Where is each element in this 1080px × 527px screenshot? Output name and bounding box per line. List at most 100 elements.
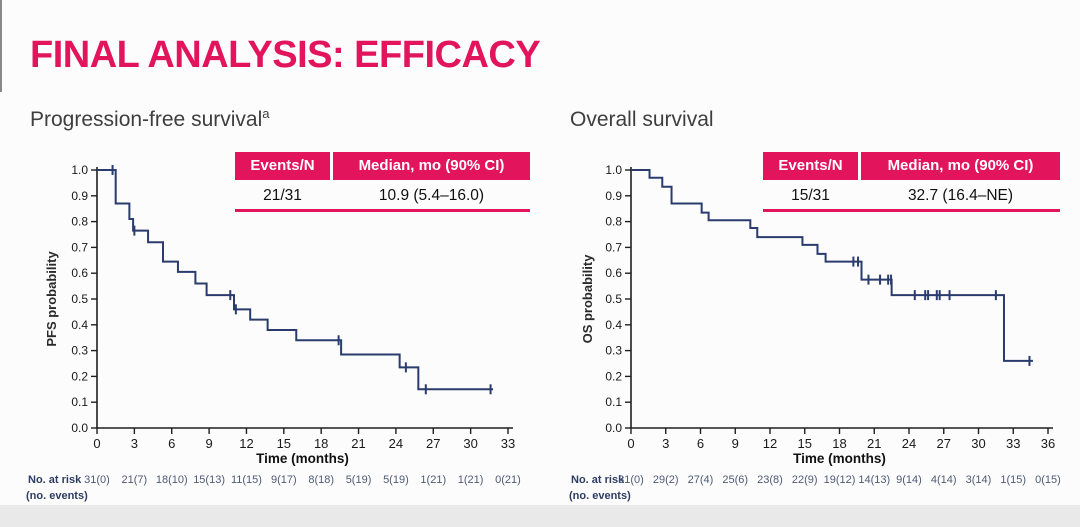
bottom-strip — [0, 505, 1080, 527]
x-axis-title: Time (months) — [256, 451, 349, 466]
x-tick-label: 3 — [662, 436, 669, 451]
y-tick-label: 0.9 — [71, 189, 88, 203]
x-tick-label: 6 — [168, 436, 175, 451]
chart-subtitle-os: Overall survival — [570, 106, 714, 132]
risk-value: 4(14) — [931, 474, 957, 486]
risk-value: 0(21) — [495, 474, 521, 486]
y-tick-label: 0.6 — [605, 266, 622, 280]
risk-value: 31(0) — [84, 474, 110, 486]
y-axis-title: PFS probability — [44, 251, 59, 347]
screen-edge-artifact — [0, 0, 2, 92]
x-tick-label: 15 — [798, 436, 812, 451]
risk-value: 19(12) — [824, 474, 856, 486]
y-tick-label: 0.2 — [605, 369, 622, 383]
y-tick-label: 0.4 — [605, 318, 622, 332]
x-tick-label: 21 — [351, 436, 365, 451]
risk-value: 9(17) — [271, 474, 297, 486]
risk-value: 31(0) — [618, 474, 644, 486]
x-tick-label: 33 — [501, 436, 515, 451]
y-tick-label: 0.5 — [605, 292, 622, 306]
x-tick-label: 9 — [732, 436, 739, 451]
y-tick-label: 0.0 — [605, 421, 622, 435]
risk-value: 8(18) — [308, 474, 334, 486]
x-tick-label: 6 — [697, 436, 704, 451]
x-tick-label: 15 — [277, 436, 291, 451]
risk-value: 5(19) — [346, 474, 372, 486]
pfs-median-header: Median, mo (90% CI) — [333, 152, 530, 180]
x-axis-title: Time (months) — [793, 451, 886, 466]
footnote-marker-a: a — [262, 106, 270, 121]
os-events-n-value: 15/31 — [791, 187, 830, 204]
y-tick-label: 0.1 — [71, 395, 88, 409]
pfs-summary-table: Events/N Median, mo (90% CI) 21/31 10.9 … — [235, 152, 530, 212]
risk-value: 18(10) — [156, 474, 188, 486]
y-tick-label: 0.9 — [605, 189, 622, 203]
y-tick-label: 1.0 — [71, 163, 88, 177]
risk-value: 1(21) — [420, 474, 446, 486]
risk-value: 25(6) — [722, 474, 748, 486]
x-tick-label: 27 — [937, 436, 951, 451]
risk-value: 9(14) — [896, 474, 922, 486]
pfs-km-chart: 0.0 0.1 0.2 0.3 0.4 0.5 0.6 0.7 0.8 0.9 1.0 0 3 6 9 12 1… — [26, 163, 521, 502]
x-tick-label: 0 — [627, 436, 634, 451]
x-tick-label: 18 — [314, 436, 328, 451]
y-tick-label: 0.7 — [71, 240, 88, 254]
os-events-n-header: Events/N — [763, 152, 858, 180]
pfs-events-n-header: Events/N — [235, 152, 330, 180]
os-median-value: 32.7 (16.4–NE) — [907, 187, 1014, 204]
pfs-events-n-value: 21/31 — [263, 187, 302, 204]
x-tick-label: 0 — [93, 436, 100, 451]
y-tick-label: 0.2 — [71, 369, 88, 383]
risk-value: 23(8) — [757, 474, 783, 486]
x-tick-label: 9 — [205, 436, 212, 451]
risk-row-label: No. at risk — [28, 474, 82, 486]
os-median-header: Median, mo (90% CI) — [861, 152, 1060, 180]
x-tick-label: 24 — [389, 436, 403, 451]
x-tick-label: 30 — [971, 436, 985, 451]
risk-value: 14(13) — [858, 474, 890, 486]
x-tick-label: 33 — [1006, 436, 1020, 451]
x-tick-label: 30 — [463, 436, 477, 451]
risk-row-sublabel: (no. events) — [569, 490, 631, 502]
risk-value: 27(4) — [688, 474, 714, 486]
x-tick-label: 18 — [832, 436, 846, 451]
y-tick-label: 0.6 — [71, 266, 88, 280]
x-tick-label: 27 — [426, 436, 440, 451]
x-tick-label: 24 — [902, 436, 916, 451]
y-tick-label: 0.4 — [71, 318, 88, 332]
y-tick-label: 0.1 — [605, 395, 622, 409]
x-tick-label: 12 — [763, 436, 777, 451]
risk-value: 22(9) — [792, 474, 818, 486]
y-tick-label: 0.5 — [71, 292, 88, 306]
y-tick-label: 0.3 — [605, 344, 622, 358]
page-title: FINAL ANALYSIS: EFFICACY — [30, 34, 541, 76]
x-tick-label: 21 — [867, 436, 881, 451]
y-tick-label: 0.7 — [605, 240, 622, 254]
y-tick-label: 0.8 — [71, 215, 88, 229]
chart-subtitle-pfs-text: Progression-free survival — [30, 108, 263, 131]
y-tick-label: 0.8 — [605, 215, 622, 229]
risk-value: 21(7) — [122, 474, 148, 486]
km-curve — [97, 169, 494, 391]
os-summary-table: Events/N Median, mo (90% CI) 15/31 32.7 … — [763, 152, 1060, 212]
x-tick-label: 12 — [239, 436, 253, 451]
risk-value: 29(2) — [653, 474, 679, 486]
os-km-chart: 0.00.10.20.30.40.50.60.70.80.91.00 3 6 9 12 1… — [569, 163, 1061, 502]
risk-value: 15(13) — [193, 474, 225, 486]
y-tick-label: 1.0 — [605, 163, 622, 177]
x-tick-label: 3 — [131, 436, 138, 451]
risk-value: 5(19) — [383, 474, 409, 486]
pfs-median-value: 10.9 (5.4–16.0) — [378, 187, 485, 204]
risk-row-sublabel: (no. events) — [26, 490, 88, 502]
x-tick-label: 36 — [1041, 436, 1055, 451]
chart-subtitle-pfs: Progression-free survivala — [30, 106, 270, 132]
chart-subtitle-os-text: Overall survival — [570, 108, 714, 131]
y-axis-title: OS probability — [580, 254, 595, 344]
risk-value: 1(21) — [458, 474, 484, 486]
risk-value: 0(15) — [1035, 474, 1061, 486]
y-tick-label: 0.0 — [71, 421, 88, 435]
risk-value: 3(14) — [966, 474, 992, 486]
km-curve — [631, 169, 1033, 362]
y-tick-label: 0.3 — [71, 344, 88, 358]
risk-value: 1(15) — [1000, 474, 1026, 486]
